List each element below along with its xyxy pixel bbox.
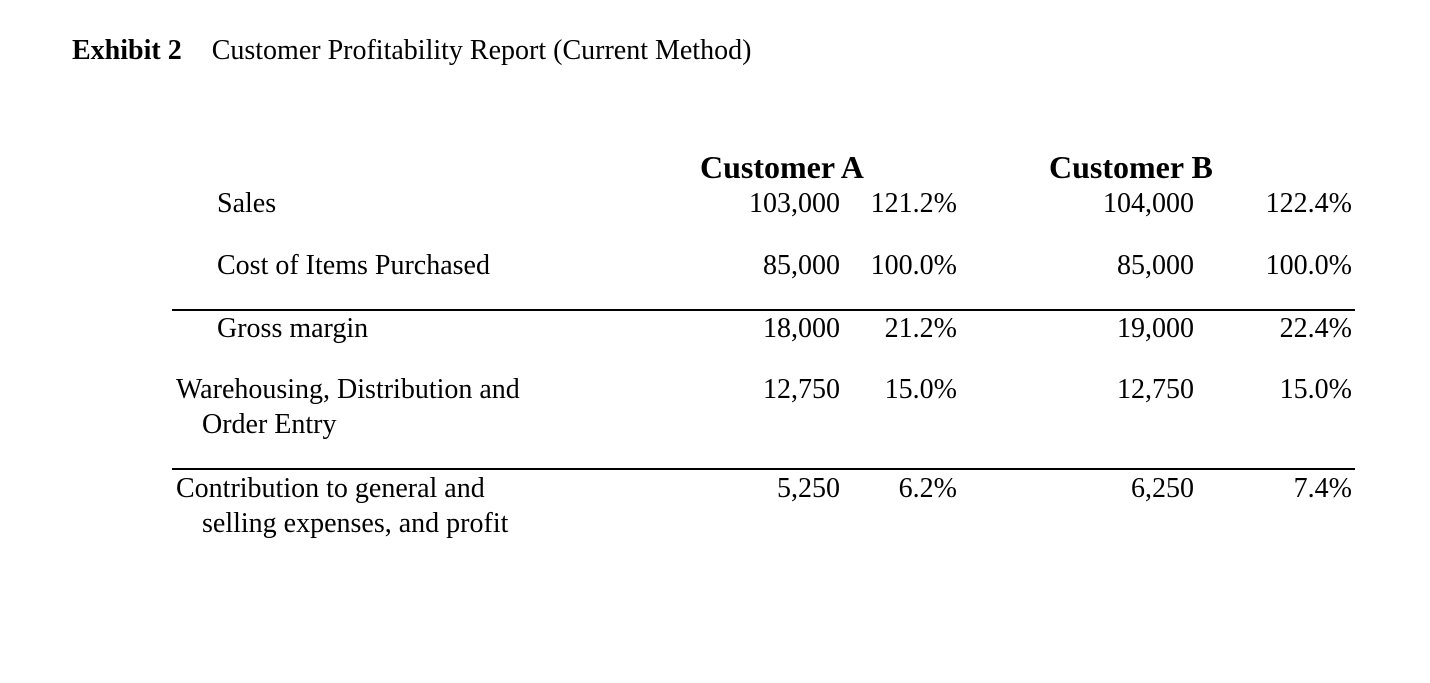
row-label-line1: Contribution to general and — [176, 473, 485, 504]
customer-b-percent: 122.4% — [1265, 188, 1352, 219]
customer-b-percent: 15.0% — [1279, 374, 1352, 405]
customer-a-value: 85,000 — [763, 250, 840, 281]
row-label: Sales — [217, 188, 277, 219]
column-header-customer-b: Customer B — [1049, 149, 1213, 185]
customer-a-value: 103,000 — [749, 188, 840, 219]
subtotal-rule — [172, 309, 1355, 311]
customer-b-percent: 100.0% — [1265, 250, 1352, 281]
total-rule — [172, 468, 1355, 470]
exhibit-title: Exhibit 2 Customer Profitability Report (… — [72, 35, 751, 67]
customer-b-value: 104,000 — [1103, 188, 1194, 219]
customer-a-value: 5,250 — [777, 473, 840, 504]
customer-b-value: 19,000 — [1117, 313, 1194, 344]
customer-a-percent: 121.2% — [870, 188, 957, 219]
customer-a-value: 12,750 — [763, 374, 840, 405]
column-header-customer-a: Customer A — [700, 149, 864, 185]
row-label-line2: selling expenses, and profit — [202, 508, 509, 539]
row-label-line2: Order Entry — [202, 409, 337, 440]
row-label: Cost of Items Purchased — [217, 250, 490, 281]
customer-a-percent: 6.2% — [898, 473, 957, 504]
customer-b-value: 6,250 — [1131, 473, 1194, 504]
customer-a-value: 18,000 — [763, 313, 840, 344]
customer-a-percent: 21.2% — [884, 313, 957, 344]
customer-a-percent: 15.0% — [884, 374, 957, 405]
row-label: Gross margin — [217, 313, 369, 344]
customer-b-percent: 7.4% — [1293, 473, 1352, 504]
customer-b-value: 85,000 — [1117, 250, 1194, 281]
customer-b-value: 12,750 — [1117, 374, 1194, 405]
customer-a-percent: 100.0% — [870, 250, 957, 281]
customer-b-percent: 22.4% — [1279, 313, 1352, 344]
exhibit-number: Exhibit 2 — [72, 35, 182, 66]
report-name: Customer Profitability Report (Current M… — [211, 35, 752, 66]
row-label-line1: Warehousing, Distribution and — [176, 374, 520, 405]
